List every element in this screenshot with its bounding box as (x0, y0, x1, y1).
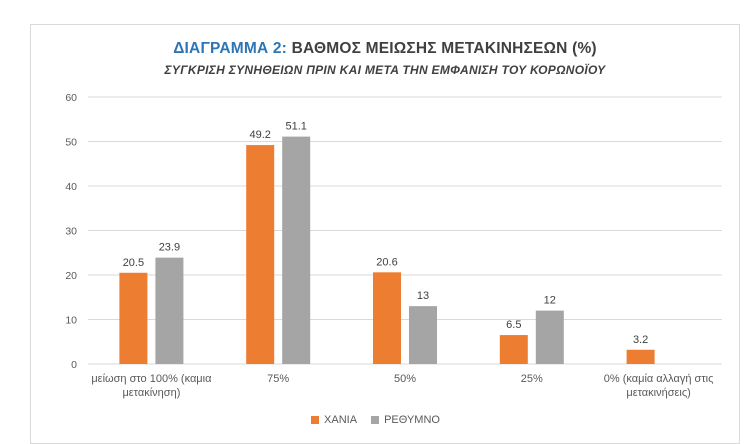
bar (282, 136, 311, 364)
data-label: 49.2 (249, 129, 270, 141)
legend-label-chania: ΧΑΝΙΑ (324, 414, 358, 426)
chart-title: ΔΙΑΓΡΑΜΜΑ 2: ΒΑΘΜΟΣ ΜΕΙΩΣΗΣ ΜΕΤΑΚΙΝΗΣΕΩΝ… (30, 40, 740, 58)
chart-title-text: ΒΑΘΜΟΣ ΜΕΙΩΣΗΣ ΜΕΤΑΚΙΝΗΣΕΩΝ (%) (291, 40, 597, 57)
bar (246, 145, 275, 364)
data-label: 23.9 (159, 242, 180, 254)
data-label: 20.6 (376, 256, 397, 268)
x-tick-label: 0% (καμία αλλαγή στις (604, 373, 714, 385)
bar (119, 272, 148, 364)
legend-item-chania: ΧΑΝΙΑ (311, 414, 357, 426)
x-tick-label: 25% (521, 373, 543, 385)
data-label: 20.5 (123, 257, 144, 269)
chart-title-prefix: ΔΙΑΓΡΑΜΜΑ 2: (173, 40, 288, 57)
legend-item-rethymno: ΡΕΘΥΜΝΟ (371, 414, 440, 426)
x-tick-label: μετακίνηση) (122, 387, 180, 399)
y-tick-label: 30 (65, 226, 77, 238)
data-label: 6.5 (506, 319, 521, 331)
data-label: 51.1 (285, 121, 306, 133)
x-tick-label: μετακινήσεις) (626, 387, 690, 399)
data-label: 12 (544, 295, 556, 307)
x-tick-label: 50% (394, 373, 416, 385)
data-label: 13 (417, 290, 429, 302)
bar (409, 306, 437, 364)
y-tick-label: 10 (65, 315, 77, 327)
bar (535, 310, 564, 364)
y-tick-label: 40 (65, 181, 77, 193)
y-tick-label: 60 (65, 92, 77, 104)
y-tick-label: 50 (65, 137, 77, 149)
bar (499, 335, 528, 364)
bar (373, 272, 401, 364)
y-tick-label: 0 (71, 359, 77, 371)
x-tick-label: μείωση στο 100% (καμια (91, 373, 212, 385)
legend-label-rethymno: ΡΕΘΥΜΝΟ (384, 414, 440, 426)
bar (155, 257, 184, 364)
data-label: 3.2 (633, 334, 648, 346)
bar (626, 349, 655, 364)
legend-swatch-chania (311, 416, 320, 424)
chart-subtitle: ΣΥΓΚΡΙΣΗ ΣΥΝΗΘΕΙΩΝ ΠΡΙΝ ΚΑΙ ΜΕΤΑ ΤΗΝ ΕΜΦ… (164, 63, 606, 77)
x-tick-label: 75% (267, 373, 289, 385)
y-tick-label: 20 (65, 270, 77, 282)
legend-swatch-rethymno (371, 416, 380, 424)
chart-legend: ΧΑΝΙΑ ΡΕΘΥΜΝΟ (0, 414, 751, 426)
chart-frame (30, 24, 740, 444)
